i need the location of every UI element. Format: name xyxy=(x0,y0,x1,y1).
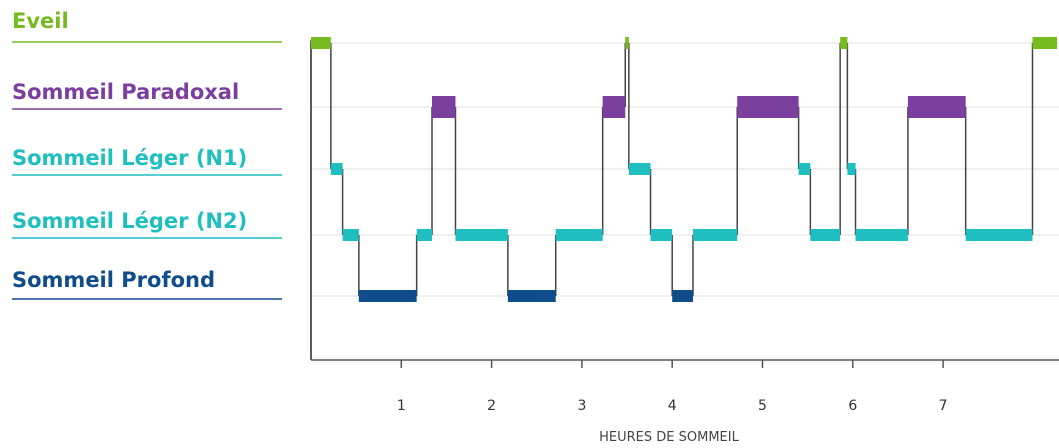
stage-segment xyxy=(342,229,359,241)
stage-segment xyxy=(855,229,908,241)
stage-segment xyxy=(965,229,1033,241)
grid-lines xyxy=(311,42,1059,297)
stage-segment xyxy=(555,229,603,241)
stage-label: Sommeil Léger (N1) xyxy=(12,146,247,170)
stage-label: Sommeil Profond xyxy=(12,268,215,292)
x-tick-label: 5 xyxy=(758,398,767,414)
stage-segment xyxy=(840,37,848,49)
x-tick-label: 6 xyxy=(848,398,857,414)
stage-segment xyxy=(798,163,811,175)
x-tick-label: 1 xyxy=(397,398,406,414)
stage-segment xyxy=(692,229,738,241)
stage-transitions xyxy=(310,43,1034,360)
stage-segments xyxy=(311,37,1057,302)
stage-segment xyxy=(737,96,799,118)
stage-segment xyxy=(455,229,508,241)
stage-segment xyxy=(432,96,456,118)
stage-segment xyxy=(358,290,417,302)
stage-segment xyxy=(602,96,626,118)
stage-label: Sommeil Paradoxal xyxy=(12,80,239,104)
stage-segment xyxy=(416,229,433,241)
x-ticks: 1 2 3 4 5 6 7 xyxy=(397,360,948,414)
stage-segment xyxy=(1032,37,1057,49)
stage-segment xyxy=(847,163,856,175)
stage-segment xyxy=(507,290,556,302)
x-tick-label: 7 xyxy=(939,398,948,414)
stage-segment xyxy=(650,229,673,241)
x-tick-label: 4 xyxy=(668,398,677,414)
stage-segment xyxy=(311,37,331,49)
stage-label: Eveil xyxy=(12,9,69,33)
stage-segment xyxy=(625,37,629,49)
axes xyxy=(310,40,1059,361)
stage-labels: Eveil Sommeil Paradoxal Sommeil Léger (N1)… xyxy=(12,9,282,300)
stage-label: Sommeil Léger (N2) xyxy=(12,209,247,233)
x-axis-title: HEURES DE SOMMEIL xyxy=(599,430,739,445)
stage-segment xyxy=(330,163,343,175)
stage-segment xyxy=(907,96,966,118)
x-tick-label: 3 xyxy=(577,398,586,414)
stage-segment xyxy=(628,163,651,175)
stage-segment xyxy=(810,229,841,241)
x-tick-label: 2 xyxy=(487,398,496,414)
stage-segment xyxy=(672,290,693,302)
